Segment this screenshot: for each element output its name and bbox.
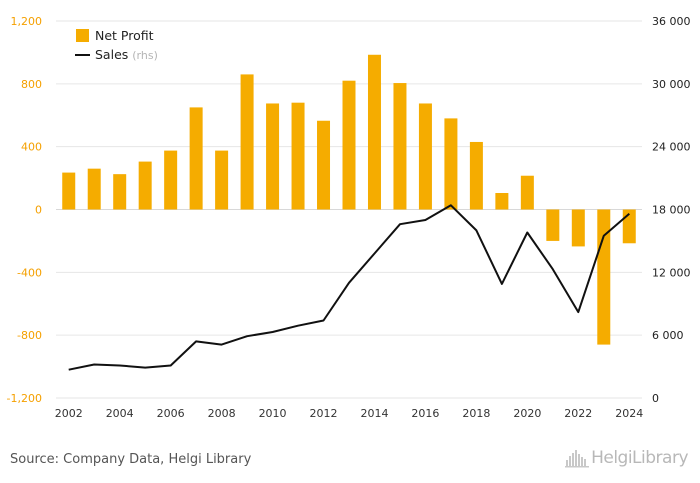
source-note: Source: Company Data, Helgi Library: [10, 452, 252, 467]
bar-net-profit: [87, 168, 101, 210]
x-tick-label: 2022: [564, 407, 592, 420]
combo-chart: 1,200 800 400 0 -400 -800 -1,200 36 000 30 000 24…: [7, 15, 691, 420]
y-right-tick-label: 36 000: [652, 15, 691, 28]
bar-net-profit: [444, 118, 458, 210]
legend-label-net-profit: Net Profit: [95, 28, 154, 43]
bar-net-profit: [469, 141, 483, 210]
x-tick-label: 2002: [55, 407, 83, 420]
y-left-tick-label: -1,200: [7, 392, 42, 405]
helgi-library-logo: HelgiLibrary: [565, 448, 688, 468]
bar-net-profit: [291, 102, 305, 210]
x-tick-label: 2014: [360, 407, 388, 420]
bar-net-profit: [393, 83, 407, 210]
y-right-tick-label: 24 000: [652, 141, 691, 154]
bar-net-profit: [240, 74, 254, 210]
bar-net-profit: [62, 172, 76, 210]
legend-label-sales: Sales (rhs): [95, 47, 158, 62]
y-right-tick-label: 18 000: [652, 204, 691, 217]
bar-net-profit: [418, 103, 432, 210]
bar-net-profit: [495, 193, 509, 210]
x-tick-label: 2010: [259, 407, 287, 420]
y-left-tick-label: -400: [17, 266, 42, 279]
x-tick-label: 2008: [208, 407, 236, 420]
y-left-tick-label: 400: [21, 141, 42, 154]
logo-text: HelgiLibrary: [591, 448, 688, 468]
legend-label-sales-note: (rhs): [132, 49, 158, 62]
y-left-tick-label: 800: [21, 78, 42, 91]
bar-net-profit: [546, 209, 560, 241]
y-right-tick-label: 0: [652, 392, 659, 405]
x-tick-label: 2012: [310, 407, 338, 420]
y-left-tick-label: -800: [17, 329, 42, 342]
y-right-tick-label: 30 000: [652, 78, 691, 91]
bar-net-profit: [266, 103, 280, 210]
bar-net-profit: [164, 150, 178, 210]
bar-net-profit: [138, 161, 152, 210]
footer: Source: Company Data, Helgi Library Helg…: [0, 440, 700, 483]
bar-net-profit: [520, 175, 534, 210]
y-left-tick-label: 0: [35, 204, 42, 217]
legend-swatch-net-profit: [76, 29, 89, 42]
x-tick-label: 2020: [513, 407, 541, 420]
x-tick-label: 2016: [411, 407, 439, 420]
x-tick-label: 2018: [462, 407, 490, 420]
bar-net-profit: [367, 54, 381, 210]
x-tick-label: 2004: [106, 407, 134, 420]
bar-net-profit: [317, 120, 331, 210]
bar-net-profit: [597, 209, 611, 345]
x-tick-label: 2006: [157, 407, 185, 420]
line-sales: [68, 204, 630, 371]
library-icon: [565, 450, 590, 468]
bar-net-profit: [215, 150, 229, 210]
y-right-tick-label: 12 000: [652, 266, 691, 279]
bar-net-profit: [113, 174, 127, 210]
bar-net-profit: [342, 80, 356, 210]
bar-net-profit: [622, 209, 636, 244]
y-right-tick-label: 6 000: [652, 329, 684, 342]
x-tick-label: 2024: [615, 407, 643, 420]
bar-net-profit: [571, 209, 585, 247]
y-left-tick-label: 1,200: [11, 15, 43, 28]
bar-net-profit: [189, 107, 203, 210]
